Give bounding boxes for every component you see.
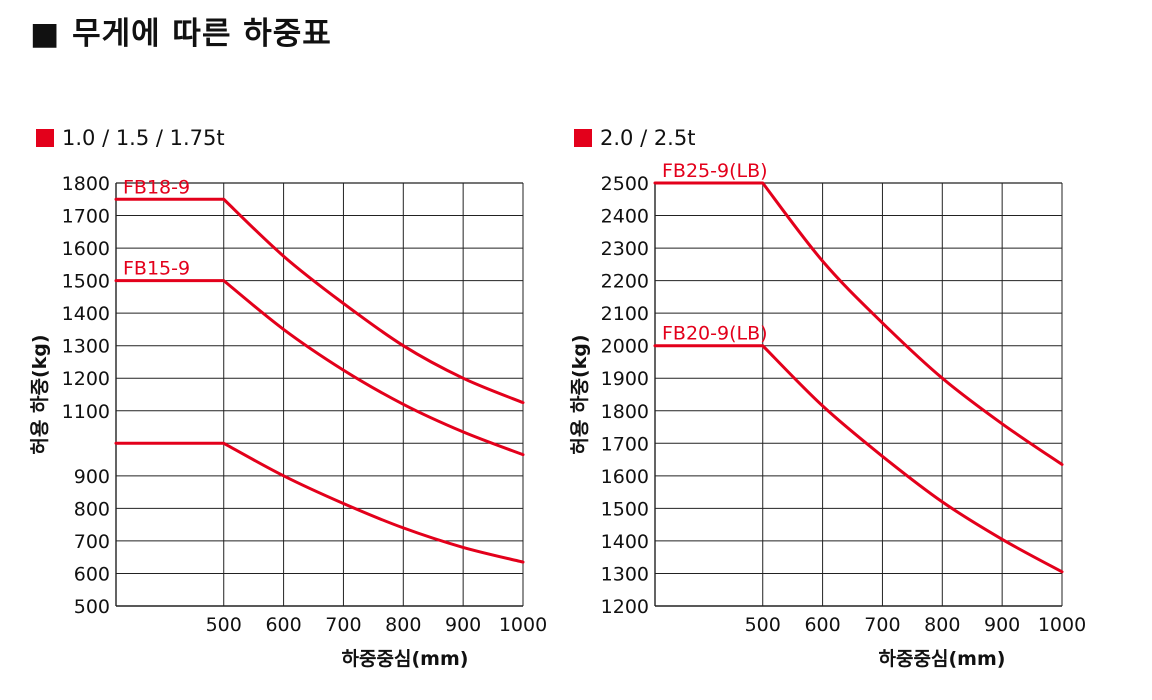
y-tick-label: 2500 <box>601 173 649 195</box>
x-tick-label: 900 <box>445 614 481 636</box>
y-tick-label: 1200 <box>601 596 649 618</box>
series-label: FB25-9(LB) <box>662 160 768 182</box>
y-tick-label: 1800 <box>601 401 649 423</box>
series-line <box>653 344 1064 574</box>
x-tick-label: 1000 <box>499 614 547 636</box>
series-label: FB20-9(LB) <box>662 323 768 345</box>
y-tick-label: 1400 <box>62 303 110 325</box>
y-tick-label: 1300 <box>601 563 649 585</box>
y-tick-label: 600 <box>74 563 110 585</box>
y-tick-label: 1600 <box>62 238 110 260</box>
y-tick-label: 2400 <box>601 206 649 228</box>
y-tick-label: 1600 <box>601 466 649 488</box>
y-axis-label: 허용 하중(kg) <box>569 334 591 454</box>
y-tick-label: 1800 <box>62 173 110 195</box>
y-tick-label: 1500 <box>601 498 649 520</box>
series-line <box>114 279 525 457</box>
page-title: ■ 무게에 따른 하중표 <box>30 16 332 52</box>
y-tick-label: 1700 <box>62 206 110 228</box>
y-axis-label: 허용 하중(kg) <box>29 334 51 454</box>
series-label: FB18-9 <box>123 176 190 198</box>
y-tick-label: 700 <box>74 531 110 553</box>
y-tick-label: 1300 <box>62 336 110 358</box>
y-tick-label: 800 <box>74 498 110 520</box>
y-tick-label: 1500 <box>62 271 110 293</box>
y-tick-label: 2100 <box>601 303 649 325</box>
chart-title-left: 1.0 / 1.5 / 1.75t <box>62 126 225 150</box>
x-axis-label: 하중중심(mm) <box>342 648 469 670</box>
x-tick-label: 700 <box>864 614 900 636</box>
x-axis-label: 하중중심(mm) <box>879 648 1006 670</box>
y-tick-label: 2300 <box>601 238 649 260</box>
series-line <box>653 181 1064 466</box>
load-chart-left: 500 600 700 800 900 1100 1200 1300 1400 1500 1600 1… <box>29 173 547 670</box>
y-tick-label: 1700 <box>601 433 649 455</box>
y-tick-label: 1200 <box>62 368 110 390</box>
series-label: FB15-9 <box>123 258 190 280</box>
heading-marker-icon <box>574 129 592 147</box>
x-tick-label: 500 <box>206 614 242 636</box>
chart-heading-left: 1.0 / 1.5 / 1.75t <box>36 124 225 152</box>
series-line <box>114 197 525 405</box>
y-tick-label: 500 <box>74 596 110 618</box>
x-tick-label: 900 <box>984 614 1020 636</box>
x-tick-label: 700 <box>325 614 361 636</box>
chart-title-right: 2.0 / 2.5t <box>600 126 696 150</box>
x-tick-label: 1000 <box>1038 614 1086 636</box>
y-tick-label: 1400 <box>601 531 649 553</box>
y-tick-label: 900 <box>74 466 110 488</box>
heading-marker-icon <box>36 129 54 147</box>
x-tick-label: 600 <box>265 614 301 636</box>
x-tick-label: 500 <box>745 614 781 636</box>
y-tick-label: 1100 <box>62 401 110 423</box>
series-line <box>114 441 525 564</box>
x-tick-label: 600 <box>804 614 840 636</box>
y-tick-label: 1900 <box>601 368 649 390</box>
y-tick-label: 2200 <box>601 271 649 293</box>
y-tick-label: 2000 <box>601 336 649 358</box>
chart-heading-right: 2.0 / 2.5t <box>574 124 695 152</box>
x-tick-label: 800 <box>924 614 960 636</box>
x-tick-label: 800 <box>385 614 421 636</box>
